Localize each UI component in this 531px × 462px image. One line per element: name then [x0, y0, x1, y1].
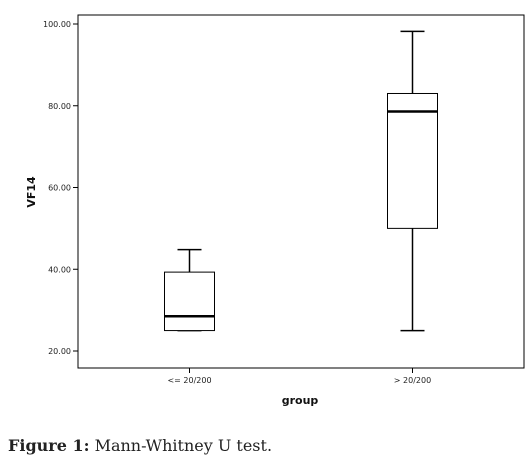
x-axis-title: group: [282, 394, 319, 407]
y-tick-label: 20.00: [48, 347, 71, 356]
boxplot-chart: 20.00 40.00 60.00 80.00 100.00 <= 20/200 > 20…: [25, 14, 525, 407]
caption-text: Mann-Whitney U test.: [94, 436, 273, 455]
iqr-box: [387, 92, 438, 229]
figure-caption: Figure 1: Mann-Whitney U test.: [8, 436, 272, 455]
iqr-box: [164, 271, 215, 332]
plot-frame: [77, 14, 525, 369]
boxes-layer: [164, 30, 438, 332]
caption-label: Figure 1:: [8, 436, 90, 455]
y-axis: 20.00 40.00 60.00 80.00 100.00: [43, 20, 78, 356]
box-group: [387, 30, 438, 332]
x-axis: <= 20/200 > 20/200: [167, 368, 431, 385]
y-axis-title: VF14: [25, 176, 38, 208]
y-tick-label: 80.00: [48, 102, 71, 111]
y-tick-label: 60.00: [48, 184, 71, 193]
x-tick-label: > 20/200: [394, 376, 431, 385]
y-tick-label: 40.00: [48, 265, 71, 274]
x-tick-label: <= 20/200: [167, 376, 211, 385]
y-tick-label: 100.00: [43, 20, 71, 29]
box-group: [164, 248, 215, 332]
